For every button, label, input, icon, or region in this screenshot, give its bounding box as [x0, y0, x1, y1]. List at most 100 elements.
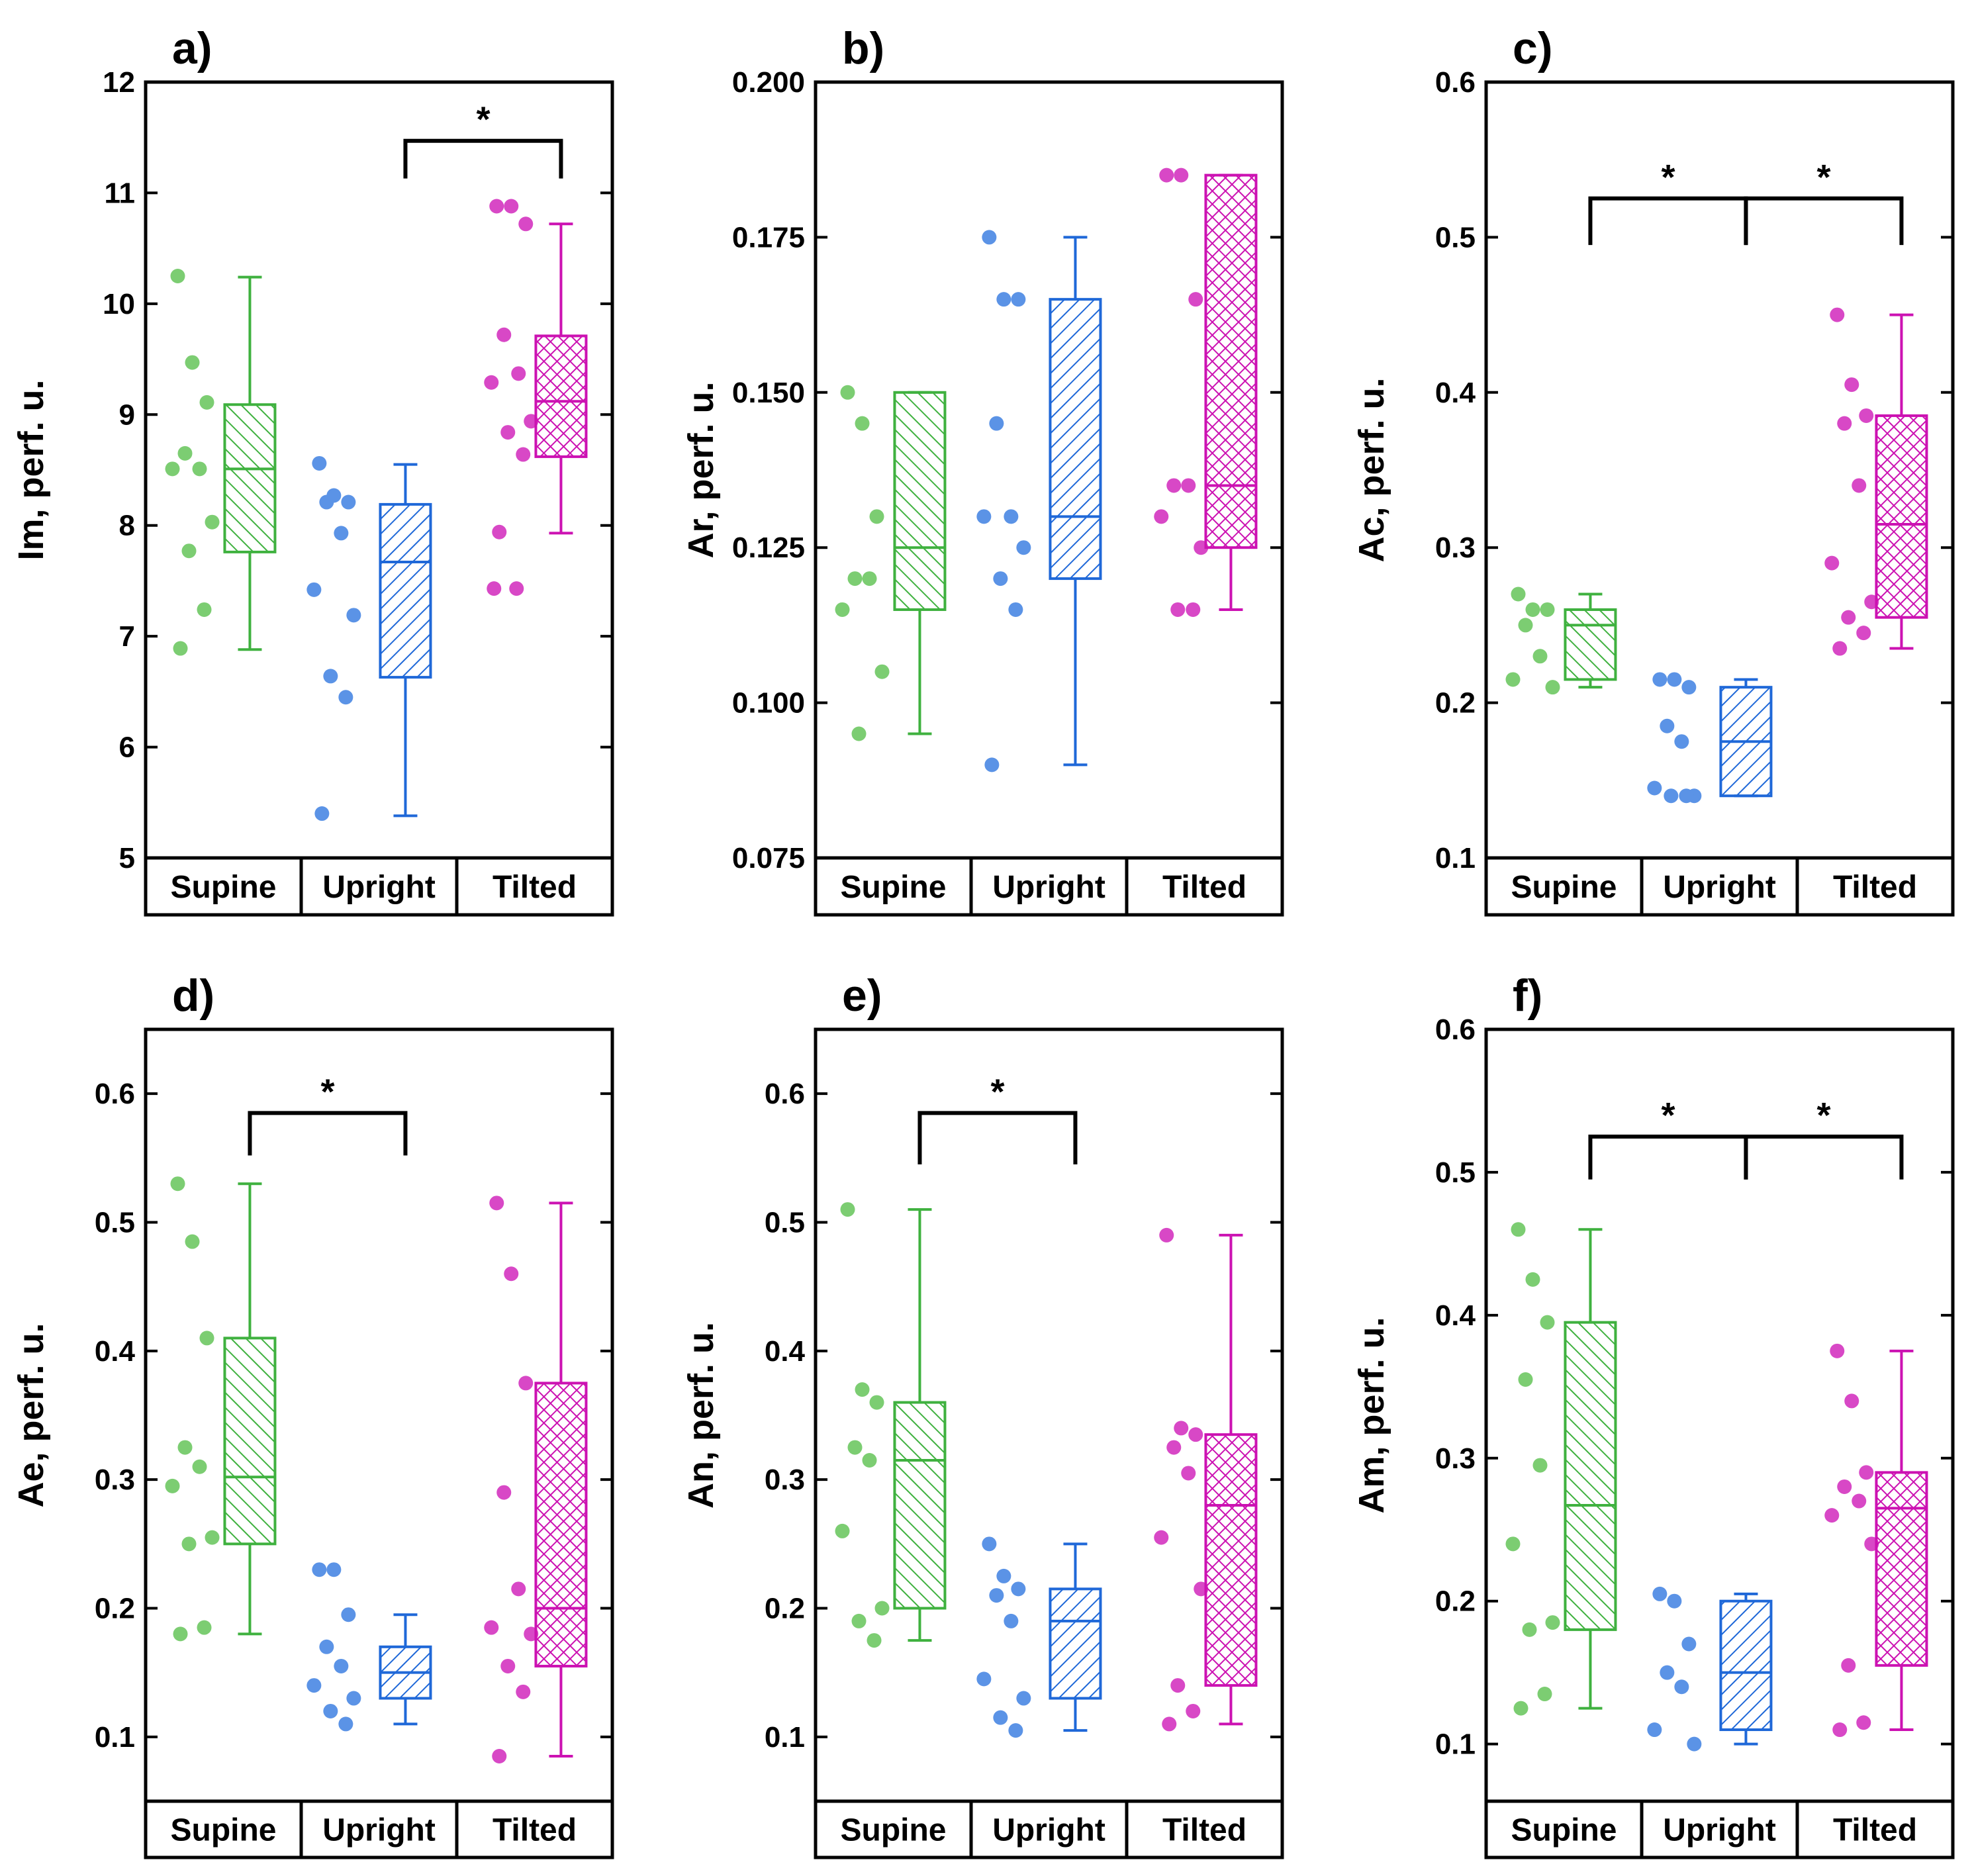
- series-upright: [1647, 672, 1773, 804]
- data-point: [177, 446, 193, 461]
- data-point: [851, 1613, 867, 1628]
- data-point: [338, 690, 353, 705]
- category-label-supine: Supine: [1511, 870, 1617, 905]
- data-point: [192, 1459, 207, 1474]
- data-point: [867, 1633, 882, 1648]
- data-point: [1830, 1343, 1845, 1358]
- data-point: [1011, 292, 1026, 307]
- data-point: [1837, 1479, 1852, 1494]
- data-point: [1667, 672, 1682, 687]
- panel-label: f): [1513, 970, 1542, 1021]
- category-row: [814, 1799, 1284, 1859]
- data-point: [1856, 1715, 1871, 1730]
- data-point: [869, 1395, 884, 1410]
- y-tick-label: 12: [103, 66, 135, 99]
- data-point: [1647, 780, 1662, 796]
- data-point: [984, 757, 1000, 773]
- data-point: [1170, 602, 1186, 617]
- data-point: [496, 1485, 512, 1500]
- data-point: [484, 1620, 499, 1635]
- y-tick-label: 0.5: [1435, 1156, 1476, 1189]
- data-point: [1174, 1421, 1189, 1436]
- data-point: [1188, 292, 1203, 307]
- data-point: [976, 509, 992, 524]
- data-point: [487, 581, 502, 596]
- data-point: [1170, 1678, 1186, 1693]
- category-label-upright: Upright: [1663, 1813, 1776, 1848]
- series-supine: [835, 385, 947, 741]
- category-label-upright: Upright: [322, 870, 436, 905]
- data-point: [1830, 307, 1845, 322]
- data-point: [1674, 1679, 1689, 1695]
- data-point: [1154, 509, 1169, 524]
- data-point: [1016, 1691, 1031, 1706]
- data-point: [1188, 1427, 1203, 1442]
- y-tick-label: 0.6: [95, 1078, 135, 1110]
- data-point: [1844, 377, 1859, 393]
- data-point: [996, 1568, 1011, 1583]
- data-point: [1532, 1458, 1548, 1473]
- series-tilted: [484, 199, 588, 596]
- data-point: [989, 416, 1004, 431]
- panel-label: d): [172, 970, 214, 1021]
- data-point: [851, 726, 867, 741]
- data-point: [1004, 1613, 1019, 1628]
- data-point: [516, 1684, 531, 1699]
- data-point: [1518, 1372, 1533, 1387]
- data-point: [205, 1530, 220, 1545]
- y-tick-label: 0.5: [95, 1207, 135, 1239]
- data-point: [518, 216, 534, 232]
- significance-bracket: *: [917, 1072, 1078, 1165]
- data-point: [492, 1748, 507, 1763]
- y-tick-label: 0.2: [1435, 1585, 1476, 1618]
- data-point: [1186, 602, 1201, 617]
- series-supine: [835, 1202, 947, 1648]
- y-axis-label: Ae, perf. u.: [11, 1323, 51, 1507]
- significance-bracket: *: [1588, 158, 1748, 246]
- data-point: [1181, 478, 1196, 493]
- panel-c: c) Ac, perf. u. 0.1 0.2 0.3 0.4 0.5 0.6 Supine Up…: [1352, 23, 1955, 917]
- data-point: [993, 1710, 1008, 1725]
- data-point: [489, 199, 504, 214]
- data-point: [862, 571, 877, 586]
- data-point: [511, 366, 526, 381]
- data-point: [1545, 1615, 1560, 1630]
- data-point: [1859, 408, 1874, 423]
- data-point: [1513, 1701, 1528, 1716]
- data-point: [855, 416, 870, 431]
- data-point: [1181, 1466, 1196, 1481]
- category-label-supine: Supine: [170, 870, 276, 905]
- y-axis-label: Ac, perf. u.: [1352, 377, 1391, 562]
- data-point: [1537, 1687, 1552, 1702]
- data-point: [1162, 1716, 1177, 1732]
- category-label-supine: Supine: [840, 1813, 946, 1848]
- box: [534, 1382, 588, 1667]
- data-point: [1540, 1315, 1555, 1330]
- significance-star: *: [1816, 1096, 1830, 1135]
- category-label-supine: Supine: [840, 870, 946, 905]
- data-point: [1545, 680, 1560, 695]
- data-point: [306, 582, 322, 597]
- data-point: [205, 514, 220, 530]
- data-point: [314, 806, 330, 821]
- significance-star: *: [1661, 158, 1675, 197]
- category-label-supine: Supine: [170, 1813, 276, 1848]
- category-label-upright: Upright: [992, 870, 1105, 905]
- series-tilted: [1154, 167, 1258, 617]
- box: [223, 1337, 277, 1546]
- data-point: [869, 509, 884, 524]
- y-tick-label: 0.6: [1435, 1013, 1476, 1046]
- data-point: [989, 1588, 1004, 1603]
- y-tick-label: 0.200: [732, 66, 805, 99]
- data-point: [1166, 1440, 1182, 1455]
- bracket-line: [248, 1111, 408, 1156]
- significance-bracket: *: [1744, 158, 1904, 246]
- data-point: [1518, 618, 1533, 633]
- data-point: [181, 1536, 197, 1552]
- y-tick-label: 0.1: [765, 1721, 805, 1754]
- significance-bracket: *: [403, 100, 563, 179]
- data-point: [1016, 540, 1031, 555]
- y-tick-label: 0.5: [765, 1207, 805, 1239]
- data-point: [500, 425, 516, 440]
